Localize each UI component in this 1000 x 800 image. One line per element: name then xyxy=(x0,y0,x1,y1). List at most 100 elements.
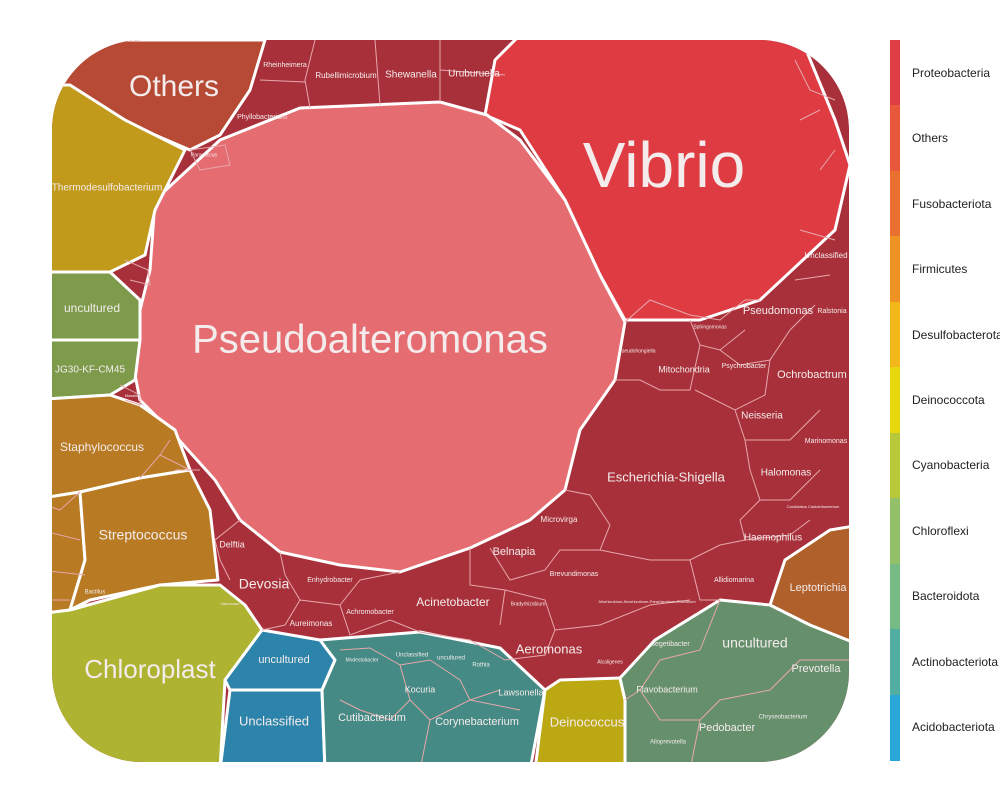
label-belnapia: Belnapia xyxy=(493,546,537,558)
legend-swatch xyxy=(890,301,900,369)
label-phyllobacterium: Phyllobacterium xyxy=(237,114,287,121)
cell-chloroplast xyxy=(52,583,264,762)
label-rothia: Rothia xyxy=(472,663,490,669)
voronoi-treemap: Vibrio Pseudoalteromonas Others Thermode… xyxy=(52,40,849,762)
label-pseudohongiella: Pseudohongiella xyxy=(619,348,656,354)
label-enhydrobacter: Enhydrobacter xyxy=(307,577,353,584)
legend-swatch xyxy=(890,40,900,107)
label-ralstonia: Ralstonia xyxy=(817,308,846,315)
label-others: Others xyxy=(129,70,219,103)
label-rubellimicrobium: Rubellimicrobium xyxy=(315,71,377,80)
label-unclassified-proteo: Unclassified xyxy=(804,251,847,260)
cell-labels: Vibrio Pseudoalteromonas Others Thermode… xyxy=(52,62,848,746)
cell-borders xyxy=(52,40,849,762)
legend-label: Proteobacteria xyxy=(912,65,991,80)
cell-bacteroidota xyxy=(618,598,849,762)
label-aureimonas: Aureimonas xyxy=(290,619,333,628)
label-prevotella: Prevotella xyxy=(792,663,842,675)
cell-jg30 xyxy=(52,338,142,402)
label-deinococcus: Deinococcus xyxy=(550,714,625,729)
label-chryseobacterium: Chryseobacterium xyxy=(759,715,808,721)
legend-color-bar xyxy=(890,40,900,761)
label-marinomonas: Marinomonas xyxy=(805,438,848,445)
label-uruburuella: Uruburuella xyxy=(448,69,500,80)
label-unclassified-actino: Unclassified xyxy=(396,653,428,659)
legend-label: Firmicutes xyxy=(912,262,968,277)
label-alcaligenes: Alcaligenes xyxy=(597,659,623,665)
label-brevundimonas: Brevundimonas xyxy=(550,571,599,578)
label-alloprevotella: Alloprevotella xyxy=(650,740,687,746)
label-jg30: JG30-KF-CM45 xyxy=(55,365,125,376)
legend-label: Cyanobacteria xyxy=(912,458,990,473)
label-escherichia: Escherichia-Shigella xyxy=(607,469,726,484)
label-allidiomarina: Allidiomarina xyxy=(714,577,754,584)
label-flavobacterium: Flavobacterium xyxy=(636,684,698,694)
label-massilia: Massilia xyxy=(125,393,140,398)
legend-label: Others xyxy=(912,131,949,146)
legend-label: Deinococcota xyxy=(912,393,985,407)
label-segetibacter: Segetibacter xyxy=(650,641,690,648)
legend-swatch xyxy=(890,629,900,696)
cell-unclassified-acido xyxy=(218,688,327,762)
legend-swatch xyxy=(890,563,900,631)
cell-streptococcus xyxy=(68,468,220,612)
cell-leptotrichia xyxy=(768,523,849,647)
legend-swatch xyxy=(890,694,900,761)
label-uncultured-acido: uncultured xyxy=(258,654,309,666)
label-streptococcus: Streptococcus xyxy=(99,527,188,543)
label-kocuria: Kocuria xyxy=(405,684,436,694)
legend-label: Bacteroidota xyxy=(912,589,980,604)
label-delftia: Delftia xyxy=(219,539,245,549)
legend-swatch xyxy=(890,236,900,303)
label-pseudomonas: Pseudomonas xyxy=(743,305,814,317)
cell-actinobacteriota xyxy=(318,630,547,762)
label-halomonas: Halomonas xyxy=(761,468,812,479)
legend: Proteobacteria Others Fusobacteriota Firmic… xyxy=(890,40,1000,761)
label-haemophilus: Haemophilus xyxy=(744,533,802,544)
label-chloroplast: Chloroplast xyxy=(84,654,216,684)
label-corynebacterium: Corynebacterium xyxy=(435,716,519,728)
cell-uncultured-chloroflexi xyxy=(52,270,142,342)
label-pseudoalteromonas: Pseudoalteromonas xyxy=(192,318,548,362)
label-neisseria: Neisseria xyxy=(741,411,783,422)
cell-pseudoalteromonas xyxy=(128,100,627,574)
label-ochrobactrum: Ochrobactrum xyxy=(777,369,847,381)
legend-swatch xyxy=(890,367,900,434)
label-psychrobacter: Psychrobacter xyxy=(722,363,767,370)
label-leptotrichia: Leptotrichia xyxy=(790,582,848,594)
label-pedobacter: Pedobacter xyxy=(699,722,756,734)
legend-label: Desulfobacterota xyxy=(912,327,1000,342)
label-rheinheimera: Rheinheimera xyxy=(263,62,307,69)
label-shewanella: Shewanella xyxy=(385,70,437,81)
label-paracoccus: Paracoccus xyxy=(191,152,218,158)
legend-label: Actinobacteriota xyxy=(912,654,999,669)
label-achromobacter: Achromobacter xyxy=(346,609,394,616)
label-aeromonas: Aeromonas xyxy=(516,641,583,656)
label-modestobacter: Modestobacter xyxy=(345,657,378,663)
label-variovorax: Variovorax xyxy=(221,601,240,606)
label-acinetobacter: Acinetobacter xyxy=(416,595,489,609)
label-uncultured-chloroflexi: uncultured xyxy=(64,301,120,315)
label-uncultured-actino: uncultured xyxy=(437,656,465,662)
legend-swatch xyxy=(890,105,900,172)
label-devosia: Devosia xyxy=(239,576,290,592)
label-bacillus: Bacillus xyxy=(85,590,106,596)
label-thermodesulfobacterium: Thermodesulfobacterium xyxy=(52,183,163,194)
label-mitochondria: Mitochondria xyxy=(658,364,710,374)
label-microvirga: Microvirga xyxy=(541,515,578,524)
legend-label: Fusobacteriota xyxy=(912,196,992,211)
legend-label: Acidobacteriota xyxy=(912,720,995,735)
label-allorhizobium: Allorhizobium-Neorhizobium-Pararhizobium… xyxy=(598,599,696,604)
legend-swatch xyxy=(890,170,900,238)
legend-swatch xyxy=(890,432,900,500)
label-vibrio: Vibrio xyxy=(583,129,745,201)
label-cutibacterium: Cutibacterium xyxy=(338,712,406,724)
legend-swatch xyxy=(890,498,900,565)
label-staphylococcus: Staphylococcus xyxy=(60,440,144,454)
label-bradyrhizobium: Bradyrhizobium xyxy=(511,601,546,607)
label-unclassified-acido: Unclassified xyxy=(239,713,309,728)
label-lawsonella: Lawsonella xyxy=(498,687,543,697)
label-uncultured-bact: uncultured xyxy=(722,635,787,651)
label-candidatus: Candidatus Caldatribacterium xyxy=(787,504,840,509)
label-sphingomonas: Sphingomonas xyxy=(693,324,727,330)
